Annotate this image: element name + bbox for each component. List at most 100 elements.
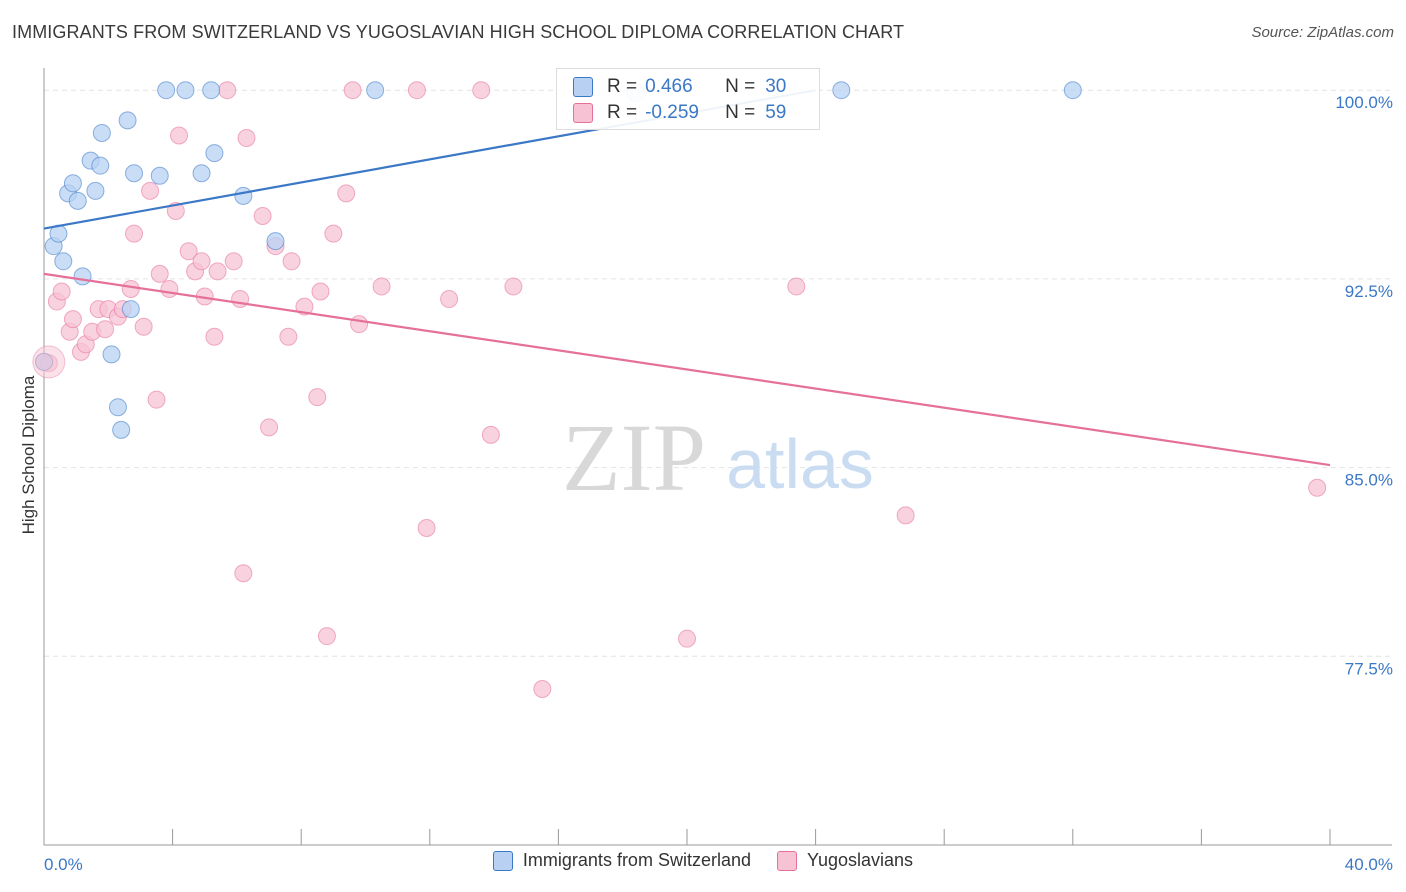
point-yugoslavians bbox=[372, 277, 391, 296]
point-yugoslavians bbox=[205, 327, 224, 346]
point-yugoslavians bbox=[324, 224, 343, 243]
point-yugoslavians bbox=[253, 206, 272, 225]
legend: Immigrants from Switzerland Yugoslavians bbox=[0, 850, 1406, 871]
point-yugoslavians bbox=[1308, 478, 1327, 497]
point-switzerland bbox=[234, 186, 253, 205]
r-label: R = bbox=[607, 102, 638, 123]
point-yugoslavians bbox=[678, 629, 696, 648]
point-switzerland bbox=[63, 174, 82, 193]
y-tick-label: 92.5% bbox=[1345, 282, 1393, 301]
point-yugoslavians bbox=[407, 81, 426, 100]
point-switzerland bbox=[832, 81, 851, 100]
point-yugoslavians bbox=[52, 282, 71, 301]
y-tick-label: 77.5% bbox=[1345, 659, 1393, 678]
point-yugoslavians bbox=[224, 252, 243, 271]
point-yugoslavians bbox=[147, 390, 166, 409]
point-yugoslavians bbox=[234, 564, 253, 583]
point-switzerland bbox=[1063, 81, 1082, 100]
x-tick-label: 0.0% bbox=[44, 855, 83, 874]
axes-layer bbox=[43, 68, 1392, 846]
point-yugoslavians bbox=[787, 277, 806, 296]
point-switzerland bbox=[68, 191, 87, 210]
point-yugoslavians bbox=[311, 282, 330, 301]
point-switzerland bbox=[86, 181, 105, 200]
legend-item-switzerland[interactable]: Immigrants from Switzerland bbox=[492, 850, 751, 871]
stats-box: R = 0.466 N = 30 R = -0.259 N = 59 bbox=[556, 68, 820, 130]
watermark-atlas: atlas bbox=[726, 425, 874, 503]
point-yugoslavians bbox=[179, 242, 198, 261]
n-value: 59 bbox=[765, 102, 787, 123]
r-value: -0.259 bbox=[645, 102, 699, 123]
watermark: ZIP atlas bbox=[562, 404, 874, 511]
point-yugoslavians bbox=[218, 81, 237, 100]
point-yugoslavians bbox=[208, 262, 227, 281]
legend-swatch-pink bbox=[776, 850, 797, 871]
point-yugoslavians bbox=[504, 277, 523, 296]
y-tick-label: 85.0% bbox=[1345, 471, 1393, 490]
legend-swatch-blue bbox=[492, 850, 513, 871]
point-switzerland bbox=[121, 300, 140, 319]
legend-label: Yugoslavians bbox=[806, 850, 914, 870]
point-yugoslavians bbox=[350, 315, 369, 334]
point-switzerland bbox=[202, 81, 221, 100]
r-label: R = bbox=[607, 76, 638, 97]
point-switzerland bbox=[176, 81, 195, 100]
point-switzerland bbox=[54, 252, 73, 271]
point-yugoslavians bbox=[160, 279, 179, 298]
point-cluster bbox=[32, 345, 66, 379]
point-yugoslavians bbox=[343, 81, 362, 100]
point-switzerland bbox=[192, 164, 211, 183]
x-tick-label: 40.0% bbox=[1345, 855, 1393, 874]
point-switzerland bbox=[366, 81, 385, 100]
n-label: N = bbox=[725, 76, 756, 97]
point-yugoslavians bbox=[192, 252, 211, 271]
point-switzerland bbox=[205, 144, 224, 163]
point-switzerland bbox=[108, 398, 127, 417]
point-yugoslavians bbox=[481, 425, 500, 444]
point-yugoslavians bbox=[150, 264, 169, 283]
n-value: 30 bbox=[765, 76, 787, 97]
points-layer bbox=[32, 81, 1327, 699]
point-yugoslavians bbox=[896, 506, 915, 525]
point-switzerland bbox=[157, 81, 176, 100]
stats-row-pink: R = -0.259 N = 59 bbox=[573, 100, 786, 126]
n-label: N = bbox=[725, 102, 756, 123]
point-yugoslavians bbox=[308, 388, 327, 407]
point-yugoslavians bbox=[121, 279, 140, 298]
labels-layer: 77.5% 85.0% 92.5% 100.0% 0.0% 40.0% High Schoo… bbox=[19, 93, 1393, 874]
point-yugoslavians bbox=[295, 297, 314, 316]
point-yugoslavians bbox=[317, 627, 336, 646]
watermark-zip: ZIP bbox=[562, 404, 706, 511]
chart-title: IMMIGRANTS FROM SWITZERLAND VS YUGOSLAVI… bbox=[12, 22, 905, 42]
point-switzerland bbox=[118, 111, 137, 130]
y-axis-label: High School Diploma bbox=[19, 375, 38, 534]
point-yugoslavians bbox=[260, 418, 279, 437]
trendline-yugoslavians bbox=[43, 272, 1331, 467]
legend-item-yugoslavians[interactable]: Yugoslavians bbox=[776, 850, 914, 871]
stats-swatch-pink bbox=[573, 103, 593, 123]
point-yugoslavians bbox=[533, 680, 552, 699]
point-yugoslavians bbox=[96, 320, 115, 339]
point-switzerland bbox=[266, 232, 285, 251]
point-yugoslavians bbox=[141, 181, 160, 200]
point-switzerland bbox=[102, 345, 121, 364]
point-yugoslavians bbox=[63, 310, 82, 329]
legend-label: Immigrants from Switzerland bbox=[522, 850, 751, 870]
point-yugoslavians bbox=[417, 518, 436, 537]
source-label: Source: ZipAtlas.com bbox=[1251, 24, 1394, 41]
point-yugoslavians bbox=[282, 252, 301, 271]
r-value: 0.466 bbox=[645, 76, 693, 97]
stats-row-blue: R = 0.466 N = 30 bbox=[573, 74, 786, 100]
point-yugoslavians bbox=[440, 290, 459, 309]
point-yugoslavians bbox=[237, 128, 256, 147]
point-yugoslavians bbox=[125, 224, 144, 243]
point-yugoslavians bbox=[134, 317, 153, 336]
stats-swatch-blue bbox=[573, 77, 593, 97]
point-yugoslavians bbox=[337, 184, 356, 203]
point-yugoslavians bbox=[170, 126, 189, 145]
point-switzerland bbox=[125, 164, 144, 183]
point-yugoslavians bbox=[472, 81, 491, 100]
point-switzerland bbox=[73, 267, 92, 286]
point-switzerland bbox=[91, 156, 110, 175]
